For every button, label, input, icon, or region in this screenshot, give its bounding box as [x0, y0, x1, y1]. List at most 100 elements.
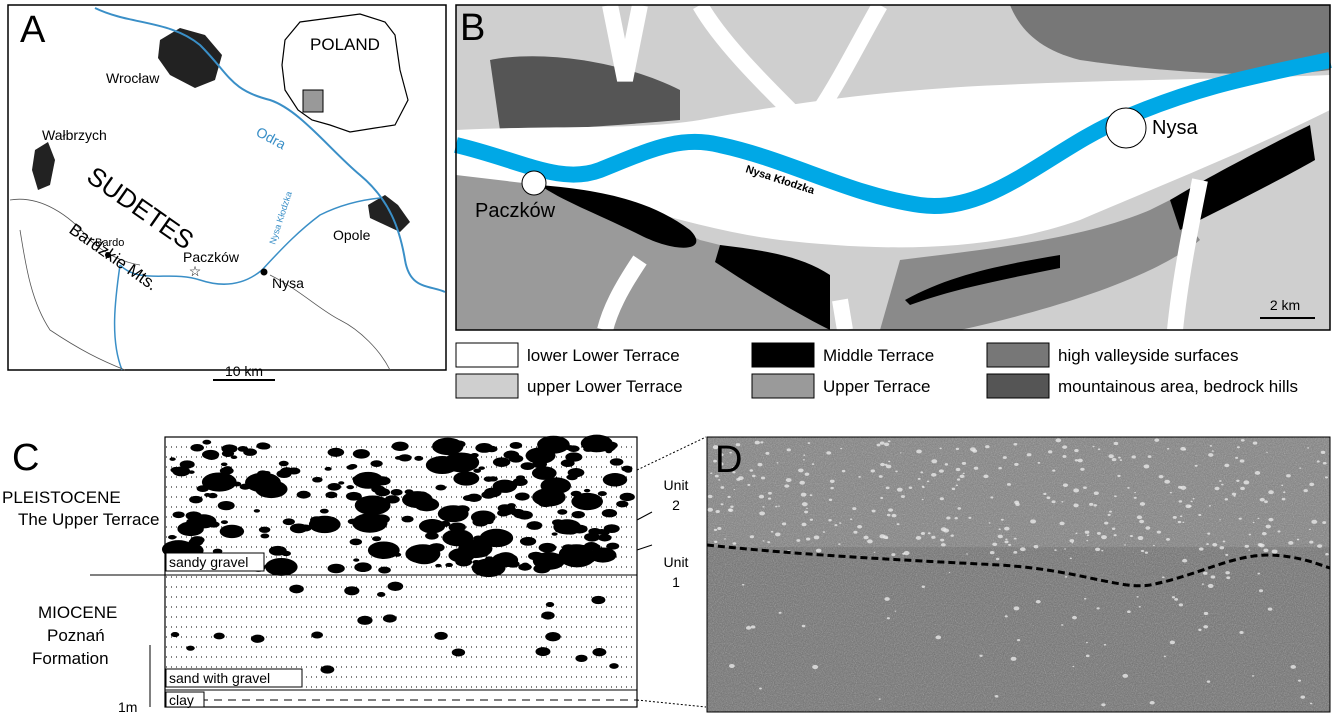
clast: [880, 463, 885, 466]
clast: [1114, 495, 1117, 497]
clast: [1005, 538, 1007, 540]
clast: [1097, 607, 1100, 609]
clast: [939, 469, 944, 472]
clast: [830, 487, 834, 489]
clast: [998, 535, 1003, 539]
clast: [960, 475, 965, 478]
pebble: [463, 495, 474, 501]
clast: [1266, 452, 1268, 453]
clast: [916, 449, 922, 453]
clast: [1005, 540, 1009, 543]
clast: [1220, 546, 1225, 549]
clast: [1193, 498, 1195, 499]
clast: [1007, 483, 1011, 486]
clast: [1004, 527, 1009, 531]
legend-label: lower Lower Terrace: [527, 346, 680, 365]
clast: [1014, 463, 1018, 466]
clast: [1260, 498, 1265, 502]
clast: [750, 469, 754, 472]
clast: [816, 549, 822, 553]
clast: [806, 537, 810, 540]
pebble: [472, 518, 488, 527]
clast: [1062, 445, 1067, 448]
clast: [1038, 462, 1041, 464]
pebble: [609, 663, 619, 669]
legend-label: mountainous area, bedrock hills: [1058, 377, 1298, 396]
pebble: [378, 567, 391, 574]
clast: [1237, 446, 1240, 448]
clast: [1252, 675, 1254, 677]
clast: [857, 525, 862, 529]
clast: [867, 539, 873, 543]
unit-tick: [637, 512, 652, 520]
clast: [1159, 475, 1164, 478]
clast: [877, 444, 881, 447]
pebble: [173, 511, 185, 518]
pebble: [616, 501, 628, 508]
pebble: [186, 646, 195, 651]
legend-label: upper Lower Terrace: [527, 377, 683, 396]
clast: [1127, 610, 1131, 613]
clast: [1001, 519, 1004, 521]
pebble: [221, 462, 228, 466]
clast: [863, 536, 868, 540]
clast: [1093, 504, 1097, 506]
clast: [1225, 554, 1228, 556]
pebble: [368, 541, 400, 558]
clast: [1263, 548, 1268, 552]
clast: [966, 553, 968, 554]
unit-label: 1: [672, 574, 680, 590]
pebble: [426, 456, 459, 474]
clast: [1208, 453, 1213, 457]
clast: [804, 511, 808, 514]
clast: [1075, 459, 1078, 461]
layer-label: clay: [169, 692, 194, 708]
pebble: [552, 519, 564, 526]
clast: [1074, 449, 1078, 452]
clast: [1084, 598, 1086, 600]
clast: [979, 655, 982, 657]
pebble: [214, 633, 225, 640]
pebble: [584, 489, 590, 492]
town-circle: [522, 171, 546, 195]
pebble: [377, 592, 385, 597]
clast: [1064, 548, 1066, 549]
clast: [957, 478, 960, 480]
pebble: [220, 525, 244, 538]
clast: [879, 475, 883, 478]
clast: [714, 529, 717, 531]
clast: [1309, 483, 1314, 487]
pebble: [453, 471, 479, 485]
clast: [1108, 514, 1111, 516]
pebble: [276, 470, 291, 478]
pebble: [254, 509, 260, 512]
clast: [1104, 522, 1108, 525]
clast: [1153, 545, 1155, 546]
clast: [874, 552, 876, 553]
pebble: [312, 477, 322, 483]
unit-label: Unit: [664, 554, 689, 570]
pebble: [503, 451, 519, 460]
pebble: [255, 480, 287, 498]
clast: [1182, 522, 1184, 523]
clast: [765, 452, 769, 455]
clast: [755, 441, 760, 445]
pebble: [539, 543, 557, 553]
pebble: [591, 596, 605, 604]
clast: [1184, 449, 1187, 451]
pebble: [297, 491, 311, 499]
clast: [732, 542, 736, 545]
pebble: [510, 442, 523, 449]
clast: [842, 470, 845, 472]
pebble: [600, 443, 616, 452]
pebble: [452, 648, 465, 656]
clast: [1138, 536, 1144, 540]
pebble: [584, 533, 600, 542]
clast: [839, 522, 841, 524]
clast: [974, 467, 978, 470]
clast: [884, 443, 889, 447]
pebble: [259, 527, 270, 533]
clast: [990, 496, 993, 498]
clast: [805, 473, 810, 476]
clast: [1144, 464, 1150, 468]
